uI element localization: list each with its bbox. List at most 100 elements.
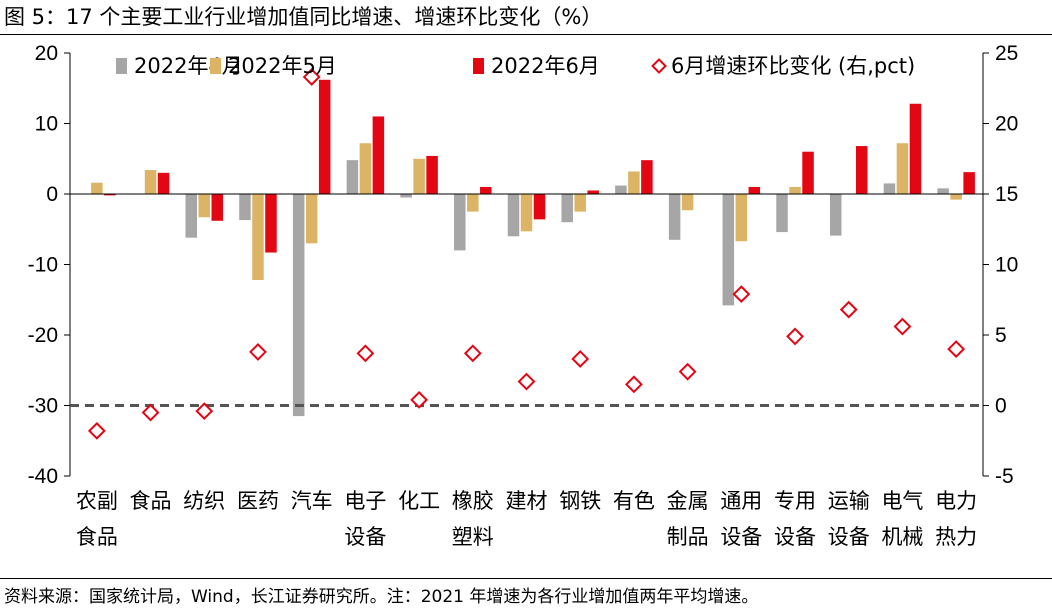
category-label: 橡胶: [452, 489, 494, 513]
right-tick-label: 5: [995, 324, 1007, 347]
bar-apr-5: [346, 160, 359, 194]
right-tick-label: 0: [995, 395, 1007, 418]
legend-label: 2022年5月: [228, 54, 337, 78]
category-label: 设备: [828, 525, 870, 549]
right-tick-label: -5: [995, 465, 1014, 488]
bar-may-4: [305, 194, 318, 244]
category-label: 热力: [935, 525, 977, 549]
bar-may-12: [735, 194, 748, 242]
bar-may-5: [359, 143, 372, 194]
change-marker-16: [947, 340, 966, 359]
bar-jun-0: [104, 194, 116, 196]
category-label: 设备: [720, 525, 762, 549]
category-label: 专用: [774, 489, 816, 513]
left-tick-label: -10: [28, 254, 58, 277]
legend-label: 2022年6月: [491, 54, 600, 78]
category-label: 医药: [237, 489, 279, 513]
category-label: 纺织: [183, 489, 225, 513]
legend-swatch: [473, 58, 484, 74]
bar-apr-7: [454, 194, 466, 251]
change-marker-11: [678, 362, 697, 381]
bar-apr-16: [937, 188, 949, 194]
bar-may-7: [467, 194, 479, 212]
bar-layer: [91, 79, 975, 417]
bar-apr-11: [668, 194, 681, 240]
category-label: 电气: [881, 489, 923, 513]
bar-may-8: [520, 194, 533, 232]
bar-apr-15: [883, 183, 896, 194]
bar-jun-10: [641, 160, 653, 194]
bar-apr-10: [615, 185, 627, 194]
category-label: 建材: [506, 489, 548, 513]
change-marker-1: [141, 403, 160, 422]
right-tick-label: 20: [995, 113, 1018, 136]
category-label: 电力: [935, 489, 977, 513]
bar-apr-4: [292, 194, 305, 417]
change-marker-12: [732, 285, 751, 304]
bar-may-16: [950, 194, 962, 200]
legend-label: 6月增速环比变化 (右,pct): [671, 54, 915, 78]
category-label: 化工: [398, 489, 440, 513]
bar-apr-14: [829, 194, 842, 236]
right-tick-label: 15: [995, 183, 1018, 206]
bar-jun-12: [748, 186, 761, 194]
bar-apr-9: [561, 194, 573, 223]
right-tick-label: 10: [995, 254, 1018, 277]
left-tick-label: 10: [35, 113, 58, 136]
category-label: 通用: [720, 489, 762, 513]
category-label: 有色: [613, 489, 655, 513]
bar-jun-3: [265, 194, 277, 253]
bar-may-13: [789, 186, 801, 194]
bar-apr-8: [507, 194, 520, 237]
bar-may-6: [413, 158, 425, 194]
category-label: 设备: [774, 525, 816, 549]
change-marker-7: [463, 344, 482, 363]
category-label: 汽车: [291, 489, 333, 513]
bar-may-3: [252, 194, 264, 281]
figure-title: 图 5：17 个主要工业行业增加值同比增速、增速环比变化（%）: [4, 5, 603, 29]
bar-apr-2: [185, 194, 198, 238]
legend-label: 2022年4月: [134, 54, 243, 78]
change-marker-13: [786, 327, 804, 346]
category-label: 机械: [881, 525, 923, 549]
bar-apr-12: [722, 194, 735, 306]
legend-swatch: [210, 58, 221, 74]
bar-may-1: [144, 170, 157, 194]
bar-may-11: [681, 194, 694, 211]
category-label: 设备: [344, 525, 386, 549]
bar-apr-13: [776, 194, 788, 233]
change-marker-5: [356, 344, 375, 363]
category-label: 钢铁: [559, 489, 601, 513]
bar-jun-1: [157, 172, 170, 194]
left-tick-label: -30: [28, 395, 58, 418]
bar-apr-3: [239, 194, 251, 221]
bar-jun-6: [426, 155, 438, 194]
change-marker-0: [87, 421, 106, 440]
bar-jun-15: [909, 103, 922, 194]
category-label: 金属: [667, 489, 709, 513]
change-marker-15: [893, 317, 912, 336]
bar-jun-9: [587, 190, 599, 194]
axes-layer: 20 10 0 -10 -20 -30 -40 25 20 15 10 5 0 -5: [28, 42, 1019, 488]
change-marker-10: [624, 375, 643, 394]
bar-jun-14: [855, 146, 868, 194]
bar-jun-13: [802, 151, 814, 194]
change-marker-6: [410, 390, 429, 409]
change-marker-4: [302, 68, 321, 86]
category-label: 电子: [344, 489, 386, 513]
legend-swatch: [116, 58, 127, 74]
bar-may-15: [896, 143, 909, 194]
bar-jun-8: [533, 194, 546, 220]
bar-jun-2: [211, 194, 224, 221]
left-tick-label: 0: [46, 183, 58, 206]
right-tick-label: 25: [995, 42, 1018, 65]
category-label: 食品: [130, 489, 172, 513]
bar-jun-4: [318, 79, 331, 194]
marker-layer: [87, 68, 966, 440]
top-rule: [0, 34, 1052, 35]
change-marker-9: [571, 350, 590, 368]
change-marker-8: [517, 372, 536, 391]
